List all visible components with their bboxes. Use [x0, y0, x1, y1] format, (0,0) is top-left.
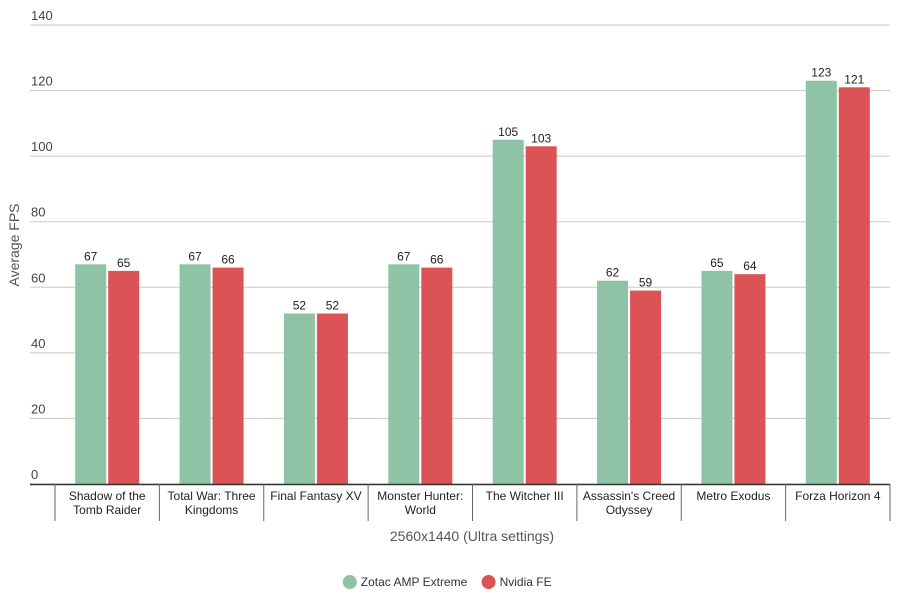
- bar: [421, 267, 453, 484]
- legend-swatch: [342, 575, 357, 589]
- bar: [630, 290, 662, 484]
- bar: [283, 313, 315, 484]
- category-label: Monster Hunter:: [377, 489, 463, 503]
- bar: [75, 264, 107, 484]
- y-tick-label: 0: [31, 467, 38, 482]
- bar: [597, 280, 629, 484]
- bar: [388, 264, 420, 484]
- y-tick-label: 140: [31, 8, 53, 23]
- bar: [701, 270, 733, 484]
- y-tick-label: 60: [31, 270, 45, 285]
- y-tick-label: 80: [31, 205, 45, 220]
- y-tick-label: 120: [31, 74, 53, 89]
- y-axis-title: Average FPS: [6, 203, 22, 286]
- category-label: Forza Horizon 4: [795, 489, 881, 503]
- category-label: Assassin's Creed: [583, 489, 675, 503]
- data-label: 65: [117, 256, 131, 270]
- category-label: Shadow of the: [69, 489, 146, 503]
- bar: [734, 274, 766, 484]
- legend-label: Zotac AMP Extreme: [361, 575, 468, 589]
- x-axis: [30, 483, 891, 521]
- category-label: Final Fantasy XV: [270, 489, 361, 503]
- data-label: 67: [84, 249, 98, 263]
- y-tick-label: 40: [31, 336, 45, 351]
- bar: [525, 146, 557, 485]
- x-axis-title: 2560x1440 (Ultra settings): [390, 528, 554, 544]
- data-label: 123: [811, 66, 831, 80]
- data-label: 121: [844, 72, 864, 86]
- data-label: 62: [606, 266, 620, 280]
- data-label: 65: [710, 256, 724, 270]
- y-tick-label: 100: [31, 139, 53, 154]
- category-label: Kingdoms: [185, 503, 238, 517]
- category-label: Odyssey: [606, 503, 653, 517]
- legend: Zotac AMP Extreme Nvidia FE: [342, 575, 552, 589]
- legend-label: Nvidia FE: [500, 575, 552, 589]
- data-label: 52: [293, 299, 307, 313]
- gridlines: [30, 24, 890, 485]
- data-label: 67: [188, 249, 202, 263]
- bar: [492, 139, 524, 484]
- data-label: 59: [639, 276, 653, 290]
- data-label: 64: [743, 259, 757, 273]
- bar: [805, 80, 837, 484]
- data-label: 67: [397, 249, 411, 263]
- data-label: 66: [430, 253, 444, 267]
- legend-swatch: [481, 575, 496, 589]
- bar: [316, 313, 348, 484]
- data-label: 103: [531, 131, 551, 145]
- category-label: Metro Exodus: [696, 489, 770, 503]
- bar: [838, 87, 870, 485]
- y-tick-label: 20: [31, 401, 45, 416]
- category-label: World: [405, 503, 436, 517]
- bar: [108, 270, 140, 484]
- data-label: 52: [326, 299, 340, 313]
- labels: 0 20 40 60 80 100 120 140 67 65 Shadow of theTomb …: [31, 8, 881, 517]
- bar: [179, 264, 211, 484]
- category-label: Tomb Raider: [73, 503, 141, 517]
- bars: [75, 80, 870, 485]
- bar: [212, 267, 244, 484]
- data-label: 105: [498, 125, 518, 139]
- category-label: Total War: Three: [168, 489, 256, 503]
- data-label: 66: [221, 253, 235, 267]
- category-label: The Witcher III: [486, 489, 564, 503]
